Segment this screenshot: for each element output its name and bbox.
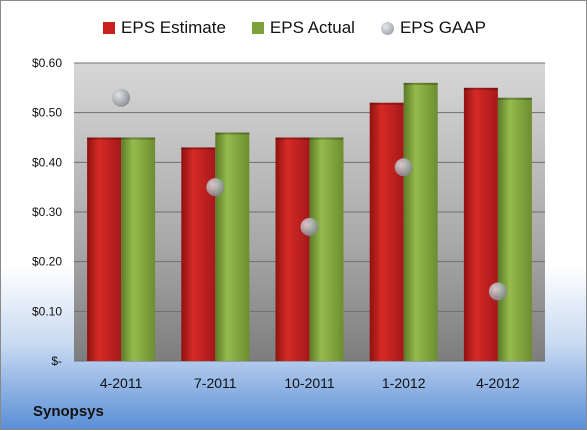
bar-eps-actual — [121, 137, 156, 361]
bar-eps-estimate — [369, 102, 404, 361]
legend-label-gaap: EPS GAAP — [399, 18, 486, 37]
legend-item-estimate: EPS Estimate — [103, 18, 226, 38]
bar-eps-estimate-top — [463, 87, 498, 90]
bar-eps-actual — [309, 137, 344, 361]
gaap-point — [488, 282, 507, 301]
gaap-point — [394, 158, 413, 177]
x-tick-label: 1-2012 — [382, 375, 426, 391]
bar-eps-actual-top — [215, 132, 250, 135]
bar-eps-actual-top — [121, 137, 156, 140]
legend-label-actual: EPS Actual — [269, 18, 355, 37]
x-tick-label: 4-2011 — [100, 375, 143, 391]
y-tick-label: $0.40 — [32, 155, 62, 169]
bar-eps-estimate — [275, 137, 310, 361]
gaap-points — [112, 88, 507, 301]
bar-eps-estimate — [463, 87, 498, 361]
gaap-point — [112, 88, 131, 107]
legend-swatch-gaap — [380, 21, 394, 35]
bar-eps-actual — [215, 132, 250, 361]
legend-swatch-estimate — [103, 22, 116, 34]
legend: EPS Estimate EPS Actual EPS GAAP — [1, 18, 587, 38]
x-axis-ticks: 4-2011 7-2011 10-2011 1-2012 4-2012 — [100, 375, 520, 391]
y-tick-label: $0.10 — [32, 304, 62, 318]
bar-eps-estimate-top — [87, 137, 122, 140]
y-tick-label: $- — [51, 354, 62, 368]
x-tick-label: 4-2012 — [476, 375, 520, 391]
x-tick-label: 10-2011 — [284, 375, 335, 391]
y-tick-label: $0.50 — [32, 106, 62, 120]
legend-item-gaap: EPS GAAP — [380, 18, 486, 38]
bar-eps-estimate — [181, 147, 216, 361]
legend-swatch-actual — [251, 22, 264, 34]
y-tick-label: $0.60 — [32, 56, 62, 70]
gaap-point — [300, 217, 319, 236]
y-tick-label: $0.30 — [32, 205, 62, 219]
bar-eps-estimate-top — [181, 147, 216, 150]
y-axis-ticks: $- $0.10 $0.20 $0.30 $0.40 $0.50 $0.60 — [32, 56, 62, 368]
bar-eps-actual-top — [309, 137, 344, 140]
gaap-point — [206, 178, 225, 197]
bar-eps-estimate-top — [369, 102, 404, 105]
legend-label-estimate: EPS Estimate — [121, 18, 226, 37]
bar-eps-actual-top — [403, 82, 438, 85]
company-name: Synopsys — [33, 403, 104, 420]
x-tick-label: 7-2011 — [194, 375, 237, 391]
bar-eps-actual-top — [497, 97, 532, 100]
y-tick-label: $0.20 — [32, 255, 62, 269]
bar-eps-actual — [403, 82, 438, 361]
bar-eps-actual — [497, 97, 532, 362]
bar-eps-estimate — [87, 137, 122, 361]
bar-eps-estimate-top — [275, 137, 310, 140]
legend-item-actual: EPS Actual — [251, 18, 355, 38]
